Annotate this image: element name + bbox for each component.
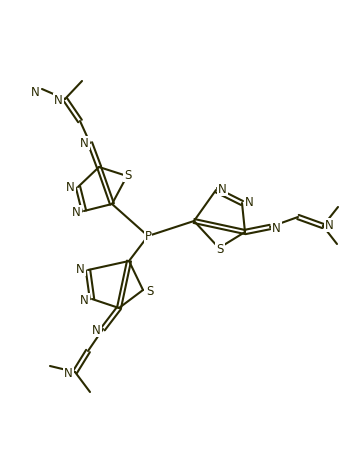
Text: S: S	[216, 243, 224, 256]
Text: N: N	[92, 324, 101, 337]
Text: N: N	[80, 137, 89, 150]
Text: N: N	[218, 183, 227, 196]
Text: N: N	[54, 94, 63, 107]
Text: N: N	[80, 294, 89, 307]
Text: N: N	[272, 222, 281, 235]
Text: N: N	[64, 367, 73, 380]
Text: S: S	[146, 285, 153, 298]
Text: N: N	[245, 196, 254, 209]
Text: P: P	[144, 230, 152, 243]
Text: N: N	[31, 85, 40, 98]
Text: S: S	[124, 169, 132, 182]
Text: N: N	[76, 263, 85, 276]
Text: N: N	[66, 181, 75, 194]
Text: N: N	[72, 206, 81, 219]
Text: N: N	[325, 219, 334, 232]
